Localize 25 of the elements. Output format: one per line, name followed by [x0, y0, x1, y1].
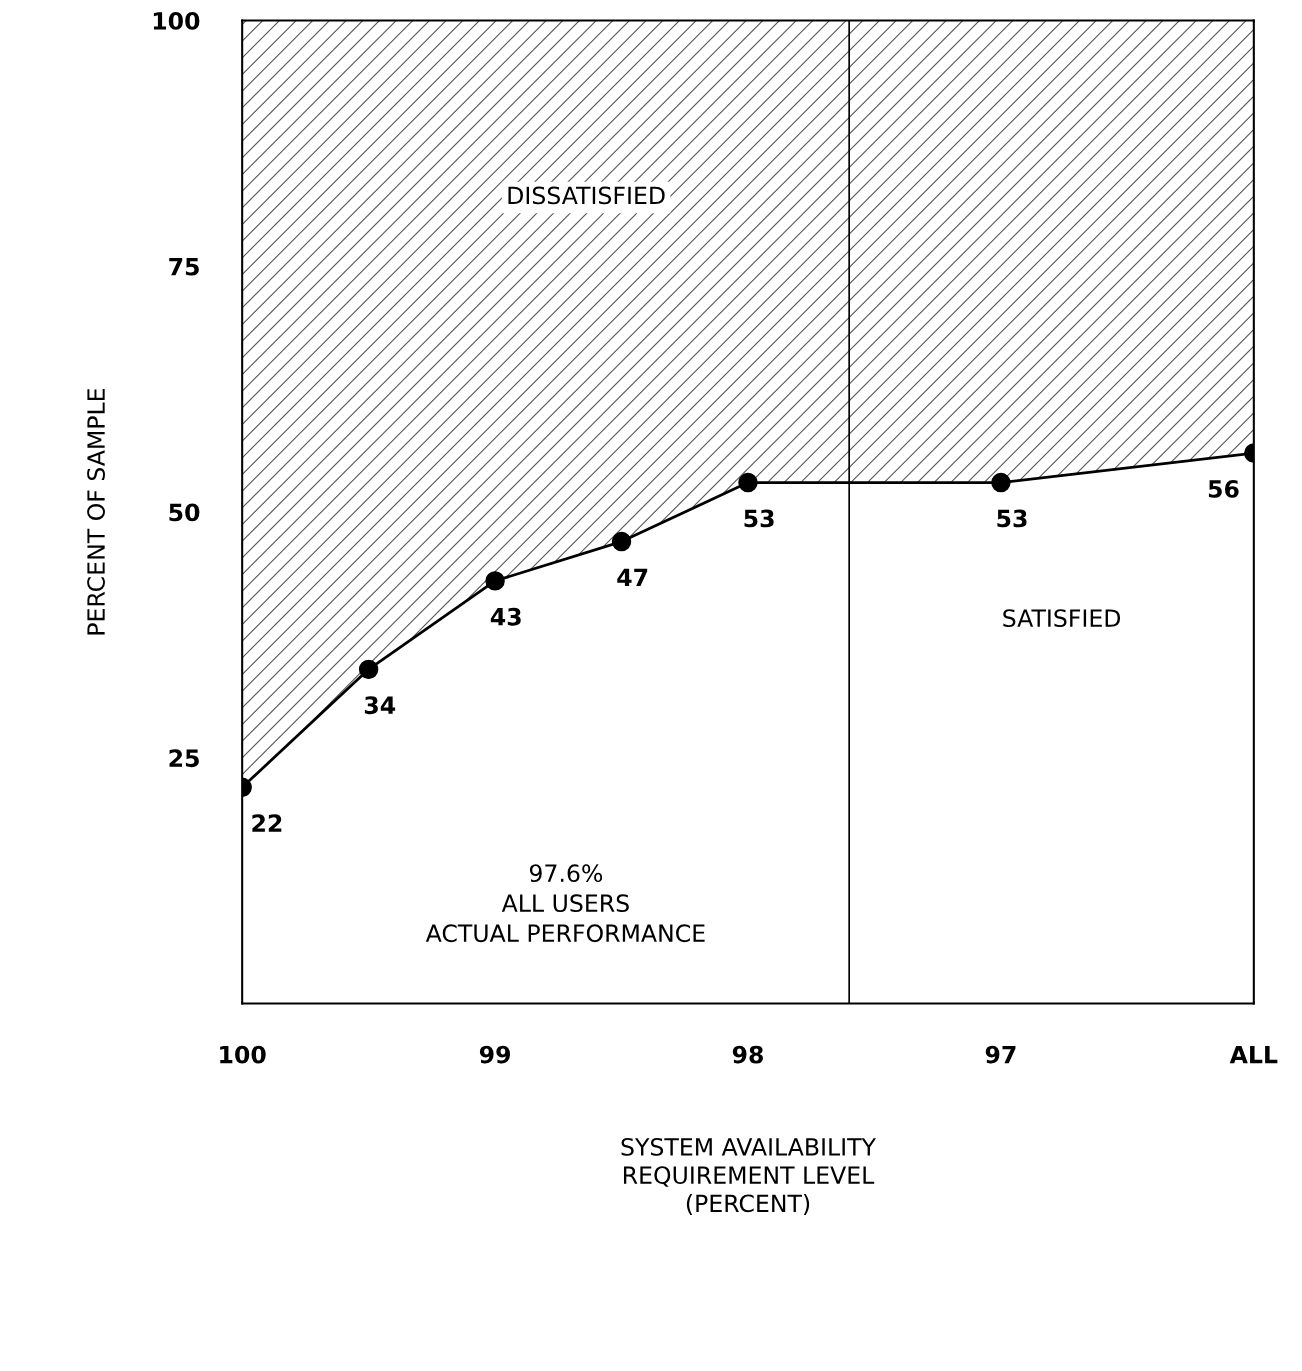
point: [738, 472, 758, 493]
x-tick-label: ALL: [1229, 1045, 1278, 1064]
x-tick-label: 98: [732, 1045, 763, 1064]
y-tick-label: 75: [169, 258, 199, 276]
annotation: DISSATISFIED: [508, 186, 665, 205]
data-label: 22: [252, 814, 282, 832]
ref-line-label: 97.6% ALL USERS ACTUAL PERFORMANCE: [425, 864, 705, 943]
data-label: 53: [997, 509, 1027, 528]
data-label: 53: [744, 509, 774, 528]
point: [611, 531, 632, 552]
y-tick-label: 25: [169, 749, 199, 768]
x-tick-label: 97: [985, 1045, 1016, 1064]
x-tick-label: 99: [479, 1045, 511, 1064]
point: [358, 659, 379, 680]
point: [485, 571, 505, 591]
annotation: SATISFIED: [1003, 609, 1121, 628]
y-axis-title: PERCENT OF SAMPLE: [87, 388, 105, 635]
data-label: 56: [1208, 480, 1239, 498]
y-tick-label: 100: [153, 12, 200, 30]
x-axis-title: SYSTEM AVAILABILITY REQUIREMENT LEVEL (PERCENT): [621, 1137, 877, 1216]
data-label: 47: [617, 568, 648, 586]
y-tick-label: 50: [169, 503, 200, 522]
x-tick-label: 100: [220, 1045, 266, 1064]
data-label: 34: [364, 696, 396, 715]
data-label: 43: [490, 607, 521, 626]
